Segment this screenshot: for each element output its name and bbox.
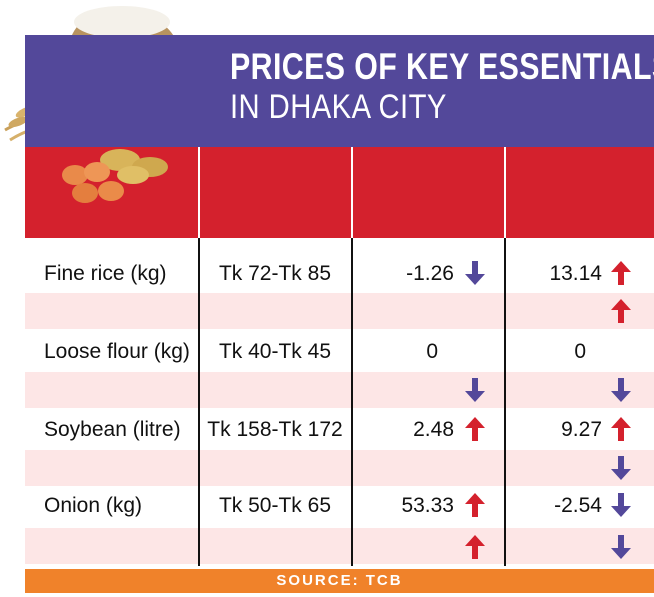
- change-arrow-icon: [465, 417, 485, 441]
- page-title: PRICES OF KEY ESSENTIALS: [230, 46, 654, 87]
- change-value-2: 9.27: [561, 418, 602, 441]
- table-band-4: [25, 528, 654, 564]
- change-value-1: -1.26: [406, 262, 454, 285]
- eggs-potatoes-illustration: [62, 149, 168, 203]
- down-arrow-icon: [611, 493, 631, 517]
- change-arrow-icon: [465, 493, 485, 517]
- title-banner: [25, 35, 654, 147]
- table-band-1: [25, 293, 654, 329]
- source-bar: SOURCE: TCB: [25, 569, 654, 593]
- change-arrow-icon: [465, 261, 485, 285]
- change-arrow-icon: [611, 456, 631, 480]
- column-divider: [504, 238, 506, 566]
- potato-icon: [100, 149, 168, 184]
- up-arrow-icon: [465, 493, 485, 517]
- up-arrow-icon: [611, 299, 631, 323]
- column-divider: [351, 238, 353, 566]
- change-arrow-icon: [611, 417, 631, 441]
- up-arrow-icon: [611, 261, 631, 285]
- change-arrow-icon: [465, 378, 485, 402]
- change-value-1: 2.48: [413, 418, 454, 441]
- change-arrow-icon: [465, 535, 485, 559]
- change-arrow-icon: [611, 535, 631, 559]
- table-band-3: [25, 450, 654, 486]
- change-arrow-icon: [611, 378, 631, 402]
- change-value-1: 0: [426, 340, 438, 363]
- egg-icon: [62, 162, 124, 203]
- down-arrow-icon: [465, 378, 485, 402]
- up-arrow-icon: [611, 417, 631, 441]
- up-arrow-icon: [465, 535, 485, 559]
- row-label: Fine rice (kg): [44, 262, 167, 285]
- price-range: Tk 72-Tk 85: [218, 262, 332, 285]
- change-arrow-icon: [611, 493, 631, 517]
- down-arrow-icon: [611, 456, 631, 480]
- price-range: Tk 158-Tk 172: [207, 418, 343, 441]
- change-value-2: 0: [574, 340, 586, 363]
- down-arrow-icon: [611, 535, 631, 559]
- change-arrow-icon: [611, 299, 631, 323]
- up-arrow-icon: [465, 417, 485, 441]
- change-value-1: 53.33: [401, 494, 454, 517]
- change-value-2: 13.14: [549, 262, 602, 285]
- price-range: Tk 40-Tk 45: [218, 340, 332, 363]
- down-arrow-icon: [611, 378, 631, 402]
- row-label: Soybean (litre): [44, 418, 181, 441]
- down-arrow-icon: [465, 261, 485, 285]
- change-arrow-icon: [611, 261, 631, 285]
- row-label: Onion (kg): [44, 494, 143, 517]
- row-label: Loose flour (kg): [44, 340, 190, 363]
- page-subtitle: IN DHAKA CITY: [230, 88, 447, 126]
- price-range: Tk 50-Tk 65: [218, 494, 332, 517]
- column-divider: [198, 238, 200, 566]
- change-value-2: -2.54: [554, 494, 602, 517]
- table-band-2: [25, 372, 654, 408]
